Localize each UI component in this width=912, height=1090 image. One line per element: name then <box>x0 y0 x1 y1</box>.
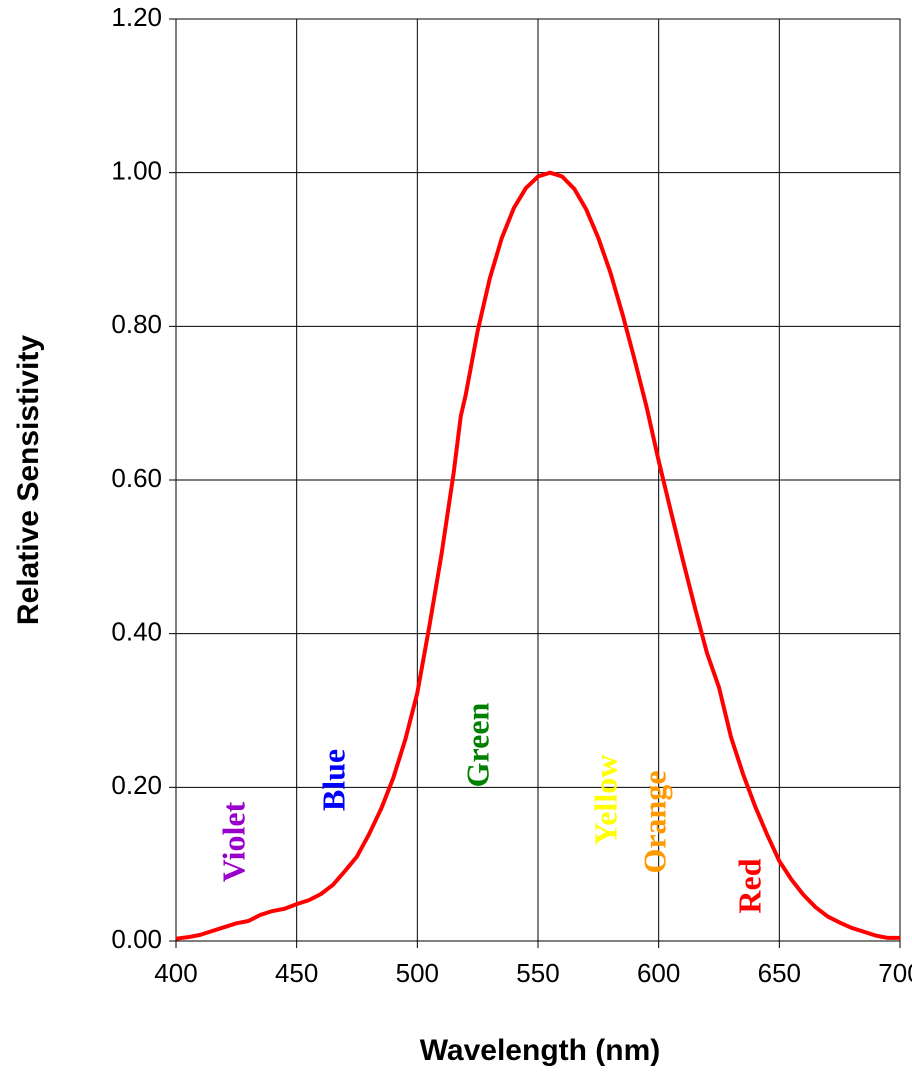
x-tick-label: 500 <box>396 958 439 988</box>
y-axis-title: Relative Sensistivity <box>12 335 45 625</box>
y-tick-label: 1.20 <box>111 2 162 32</box>
band-label: Violet <box>215 801 251 882</box>
x-tick-label: 450 <box>275 958 318 988</box>
y-tick-label: 1.00 <box>111 156 162 186</box>
y-tick-label: 0.60 <box>111 463 162 493</box>
x-tick-label: 700 <box>878 958 912 988</box>
y-tick-label: 0.80 <box>111 309 162 339</box>
plot-frame <box>175 18 901 942</box>
y-tick-label: 0.40 <box>111 617 162 647</box>
y-tick-label: 0.00 <box>111 924 162 954</box>
band-label: Green <box>459 702 495 787</box>
band-label: Orange <box>636 770 672 873</box>
x-tick-label: 600 <box>637 958 680 988</box>
x-tick-label: 400 <box>154 958 197 988</box>
x-tick-label: 550 <box>516 958 559 988</box>
band-label: Blue <box>315 749 351 811</box>
y-tick-label: 0.20 <box>111 770 162 800</box>
band-label: Yellow <box>587 755 623 846</box>
band-label: Red <box>731 858 767 913</box>
data-line <box>175 170 900 941</box>
x-tick-label: 650 <box>758 958 801 988</box>
x-axis-title: Wavelength (nm) <box>420 1034 661 1067</box>
